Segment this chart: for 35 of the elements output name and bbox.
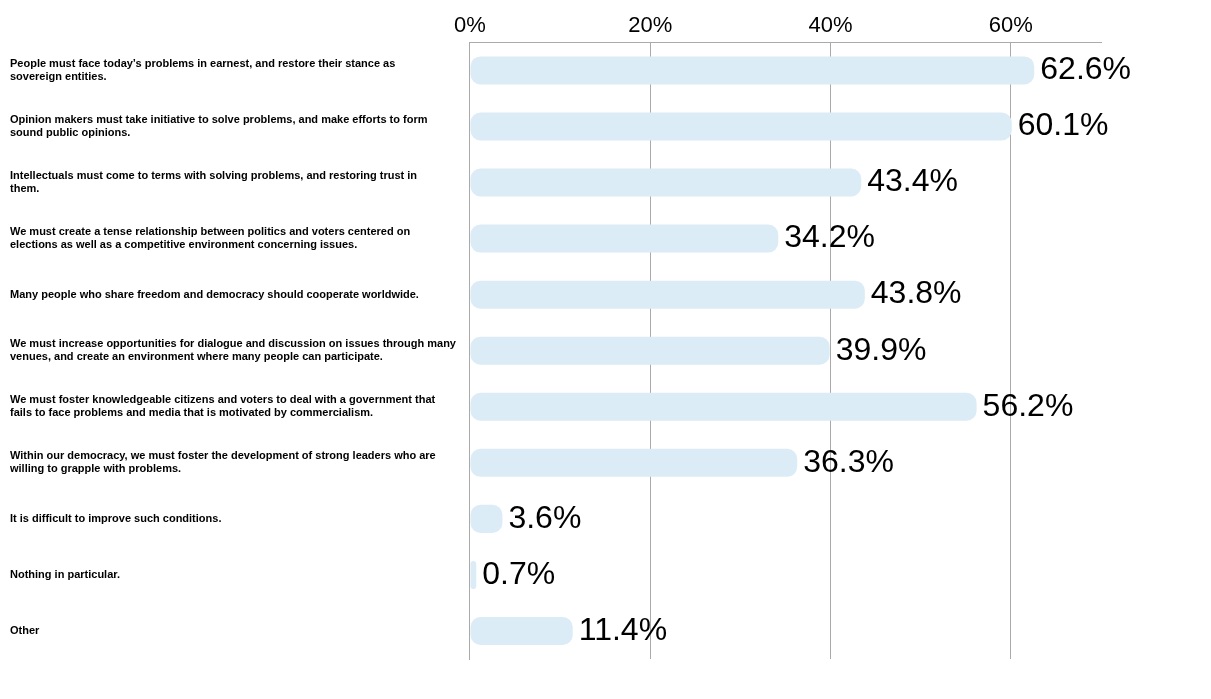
x-tick-label: 40% [808,12,853,38]
bar [470,168,862,197]
data-label: 56.2% [982,386,1074,423]
data-label: 39.9% [835,330,927,367]
y-tick-label: Nothing in particular. [10,567,121,580]
x-tick-label: 60% [988,12,1033,38]
data-label: 11.4% [578,610,668,647]
bar [470,112,1012,141]
y-tick-label: Within our democracy, we must foster the development of strong leaders who are willing to grapple with problems. [9,449,436,475]
bar [470,280,865,309]
y-tick-label: Other [10,624,41,636]
y-tick-label: People must face today’s problems in earnest, and restore their stance as sovereign entities. [10,56,396,83]
bar [470,392,977,421]
bar [470,336,830,365]
bar [470,56,1035,85]
data-label: 60.1% [1017,106,1109,143]
y-tick-label: Many people who share freedom and democracy should cooperate worldwide. [10,287,419,300]
data-label: 43.8% [870,274,962,311]
data-label: 34.2% [784,218,876,255]
data-label: 62.6% [1040,50,1132,87]
bar [470,224,779,253]
x-tick-label: 20% [628,12,673,38]
y-tick-label: It is difficult to improve such conditions. [10,511,222,524]
y-tick-label: We must foster knowledgeable citizens and voters to deal with a government that fails to face problems and media that is motivated by commercialism. [10,393,436,419]
x-tick-label: 0% [454,12,486,38]
data-label: 36.3% [803,442,894,479]
data-label: 43.4% [867,162,958,199]
data-label: 3.6% [508,498,582,535]
y-tick-label: Intellectuals must come to terms with solving problems, and restoring trust in them. [10,168,418,195]
y-tick-label: We must create a tense relationship between politics and voters centered on elections as well as a competitive environment concerning issues. [10,225,411,251]
data-label: 0.7% [482,554,556,591]
y-tick-label: Opinion makers must take initiative to solve problems, and make efforts to form sound public opinions. [10,112,428,139]
bar [470,448,798,477]
bar [470,616,573,645]
y-tick-label: We must increase opportunities for dialogue and discussion on issues through many venues, and create an environment where many people can participate. [10,337,457,363]
